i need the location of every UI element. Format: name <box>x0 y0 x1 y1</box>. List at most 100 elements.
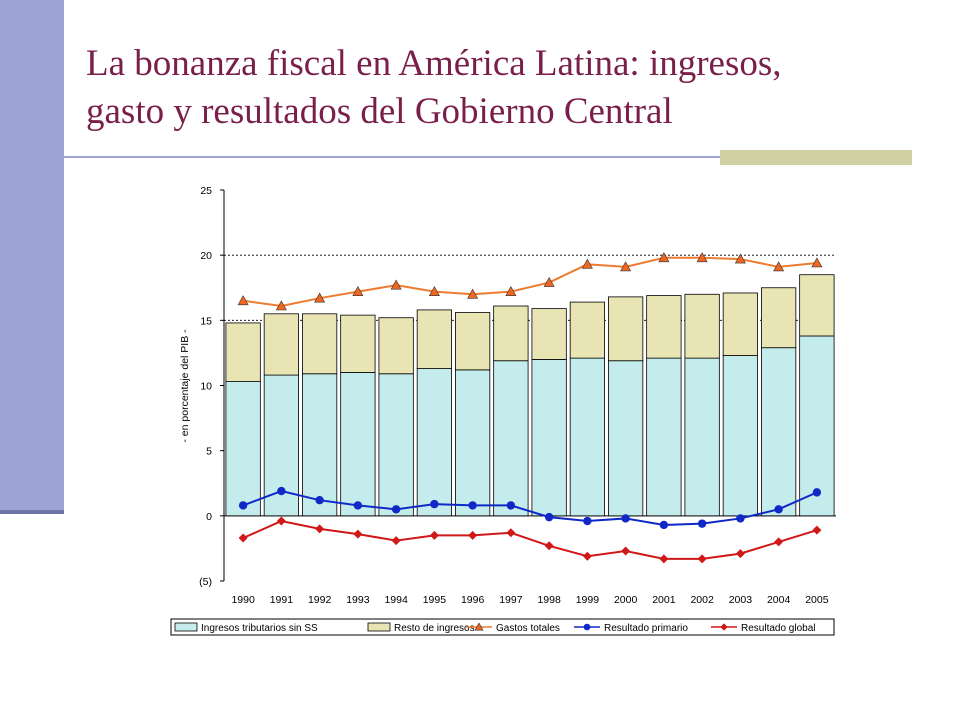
x-tick-label: 1992 <box>308 594 332 606</box>
bar-resto-ingresos <box>761 287 797 349</box>
title-underline <box>40 156 912 158</box>
x-tick-label: 1994 <box>384 594 408 606</box>
plot-area: (5) 0 5 10 15 20 25 1990 1991 1992 1993 1994 1995 199… <box>199 185 836 606</box>
line-resultado-primario <box>242 490 818 526</box>
slide-title-line-1: La bonanza fiscal en América Latina: ing… <box>86 43 782 84</box>
x-tick-label: 1993 <box>346 594 370 606</box>
bar-resto-ingresos <box>722 292 758 356</box>
bar-ingresos-tributarios <box>455 369 491 517</box>
marker-resultado-global <box>735 549 745 559</box>
marker-gastos-totales <box>237 295 249 306</box>
legend-box <box>170 618 835 636</box>
legend-resto-ingresos-swatch <box>367 622 391 632</box>
x-tick-label: 1996 <box>461 594 485 606</box>
marker-resultado-primario <box>506 501 516 510</box>
marker-resultado-primario <box>736 514 745 523</box>
marker-gastos-totales <box>734 253 746 264</box>
bar-resto-ingresos <box>455 312 491 371</box>
legend-gastos-totales-label: Gastos totales <box>496 623 560 634</box>
marker-resultado-primario <box>774 505 783 514</box>
marker-resultado-global <box>659 554 669 564</box>
x-tick-label: 1991 <box>270 594 294 606</box>
bar-resto-ingresos <box>531 308 567 360</box>
bar-ingresos-tributarios <box>493 360 529 517</box>
marker-resultado-global <box>697 554 707 564</box>
x-tick-label: 1997 <box>499 594 523 606</box>
y-axis-label: - en porcentaje del PIB - <box>179 329 191 443</box>
legend-ingresos-tributarios-swatch <box>174 622 198 632</box>
y-tick-label: (5) <box>199 576 212 588</box>
marker-resultado-global <box>391 536 401 546</box>
x-tick-label: 1999 <box>576 594 600 606</box>
x-tick-label: 1998 <box>537 594 561 606</box>
bar-ingresos-tributarios <box>646 357 682 517</box>
bar-ingresos-tributarios <box>608 360 644 517</box>
bar-ingresos-tributarios <box>302 373 338 517</box>
bar-resto-ingresos <box>608 296 644 362</box>
bar-resto-ingresos <box>225 322 261 382</box>
marker-gastos-totales <box>543 276 555 287</box>
marker-resultado-global <box>276 516 286 526</box>
marker-resultado-global <box>812 525 822 535</box>
marker-gastos-totales <box>275 300 287 311</box>
marker-gastos-totales <box>314 292 326 303</box>
bar-resto-ingresos <box>416 309 452 369</box>
marker-gastos-totales <box>696 252 708 263</box>
marker-gastos-totales <box>428 286 440 296</box>
line-resultado-global <box>242 520 818 560</box>
marker-resultado-primario <box>621 514 630 523</box>
bar-ingresos-tributarios <box>761 347 797 517</box>
marker-resultado-global <box>506 528 516 538</box>
y-tick-label: 15 <box>200 315 212 327</box>
line-gastos-totales <box>242 256 817 308</box>
marker-resultado-primario <box>544 512 554 522</box>
marker-gastos-totales <box>390 279 402 290</box>
marker-resultado-primario <box>391 505 401 514</box>
title-accent-block <box>720 150 912 165</box>
marker-resultado-global <box>544 541 554 551</box>
marker-resultado-global <box>582 551 592 561</box>
bar-resto-ingresos <box>493 305 529 362</box>
legend-resultado-global-label: Resultado global <box>741 623 816 634</box>
marker-resultado-primario <box>277 486 286 496</box>
x-tick-label: 2001 <box>652 594 676 606</box>
x-tick-label: 2005 <box>805 594 829 606</box>
bar-ingresos-tributarios <box>722 355 758 517</box>
x-tick-label: 2002 <box>690 594 714 606</box>
legend-ingresos-tributarios-label: Ingresos tributarios sin SS <box>201 623 318 634</box>
bar-resto-ingresos <box>378 317 414 375</box>
slide-accent-bar-shadow <box>0 510 64 514</box>
marker-resultado-global <box>353 529 363 539</box>
legend-resultado-primario-label: Resultado primario <box>604 623 688 634</box>
bar-resto-ingresos <box>799 274 835 337</box>
marker-gastos-totales <box>581 258 593 269</box>
marker-gastos-totales <box>658 252 670 263</box>
marker-resultado-primario <box>430 499 439 509</box>
marker-gastos-totales <box>811 257 823 268</box>
bar-ingresos-tributarios <box>416 368 452 517</box>
slide-title: La bonanza fiscal en América Latina: ing… <box>86 40 946 136</box>
marker-resultado-primario <box>697 519 707 528</box>
marker-resultado-global <box>621 546 631 556</box>
marker-resultado-primario <box>468 501 477 510</box>
x-tick-label: 2004 <box>767 594 791 606</box>
marker-gastos-totales <box>505 286 517 296</box>
y-tick-label: 25 <box>200 185 212 197</box>
marker-resultado-primario <box>238 501 248 510</box>
bar-resto-ingresos <box>302 313 338 375</box>
bar-resto-ingresos <box>263 313 299 376</box>
bar-resto-ingresos <box>569 301 605 359</box>
x-tick-label: 2003 <box>729 594 753 606</box>
bar-ingresos-tributarios <box>531 359 567 517</box>
marker-resultado-primario <box>812 488 822 497</box>
marker-resultado-global <box>238 533 248 543</box>
legend-resultado-primario-swatch-marker <box>583 623 591 631</box>
legend-gastos-totales-swatch-marker <box>474 622 484 631</box>
marker-resultado-primario <box>315 495 324 505</box>
bar-resto-ingresos <box>646 295 682 359</box>
bar-resto-ingresos <box>340 314 376 373</box>
bar-ingresos-tributarios <box>225 381 261 517</box>
marker-resultado-global <box>774 537 784 547</box>
y-tick-label: 0 <box>206 511 212 523</box>
